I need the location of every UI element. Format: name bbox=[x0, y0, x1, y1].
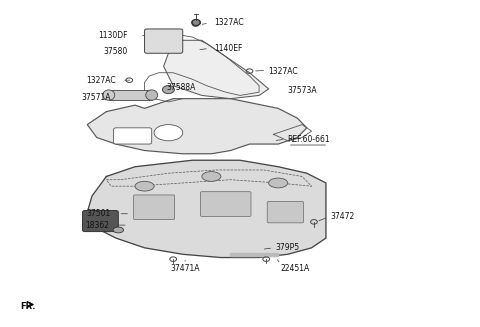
FancyBboxPatch shape bbox=[83, 211, 118, 232]
Ellipse shape bbox=[202, 172, 221, 181]
Text: 1130DF: 1130DF bbox=[98, 31, 128, 40]
Text: 18362: 18362 bbox=[85, 221, 109, 230]
FancyBboxPatch shape bbox=[267, 201, 303, 223]
Text: 37471A: 37471A bbox=[170, 264, 200, 273]
Text: 1327AC: 1327AC bbox=[269, 67, 298, 76]
Ellipse shape bbox=[162, 86, 174, 94]
Ellipse shape bbox=[135, 181, 154, 191]
Text: 1140EF: 1140EF bbox=[214, 44, 242, 53]
Polygon shape bbox=[87, 160, 326, 258]
Ellipse shape bbox=[146, 90, 157, 100]
Text: 37573A: 37573A bbox=[288, 86, 317, 95]
FancyBboxPatch shape bbox=[114, 128, 152, 144]
Text: 1327AC: 1327AC bbox=[86, 76, 116, 85]
Ellipse shape bbox=[103, 90, 115, 100]
Ellipse shape bbox=[269, 178, 288, 188]
Text: REF.60-661: REF.60-661 bbox=[288, 135, 330, 144]
FancyBboxPatch shape bbox=[133, 195, 175, 220]
Text: 37501: 37501 bbox=[87, 209, 111, 218]
Text: 37580: 37580 bbox=[104, 47, 128, 56]
Text: 37472: 37472 bbox=[331, 213, 355, 221]
Polygon shape bbox=[164, 40, 269, 99]
Text: 37571A: 37571A bbox=[82, 93, 111, 102]
Ellipse shape bbox=[113, 227, 123, 233]
Polygon shape bbox=[230, 253, 278, 256]
FancyBboxPatch shape bbox=[200, 192, 251, 216]
Text: FR.: FR. bbox=[21, 302, 36, 311]
Text: 22451A: 22451A bbox=[281, 264, 310, 273]
Ellipse shape bbox=[154, 125, 183, 141]
Text: 37588A: 37588A bbox=[166, 83, 195, 92]
Polygon shape bbox=[87, 99, 307, 154]
Text: 379P5: 379P5 bbox=[276, 243, 300, 252]
Circle shape bbox=[193, 21, 199, 24]
Circle shape bbox=[192, 20, 200, 26]
Bar bbox=[109, 90, 152, 100]
Text: 1327AC: 1327AC bbox=[214, 18, 243, 27]
FancyBboxPatch shape bbox=[144, 29, 183, 53]
